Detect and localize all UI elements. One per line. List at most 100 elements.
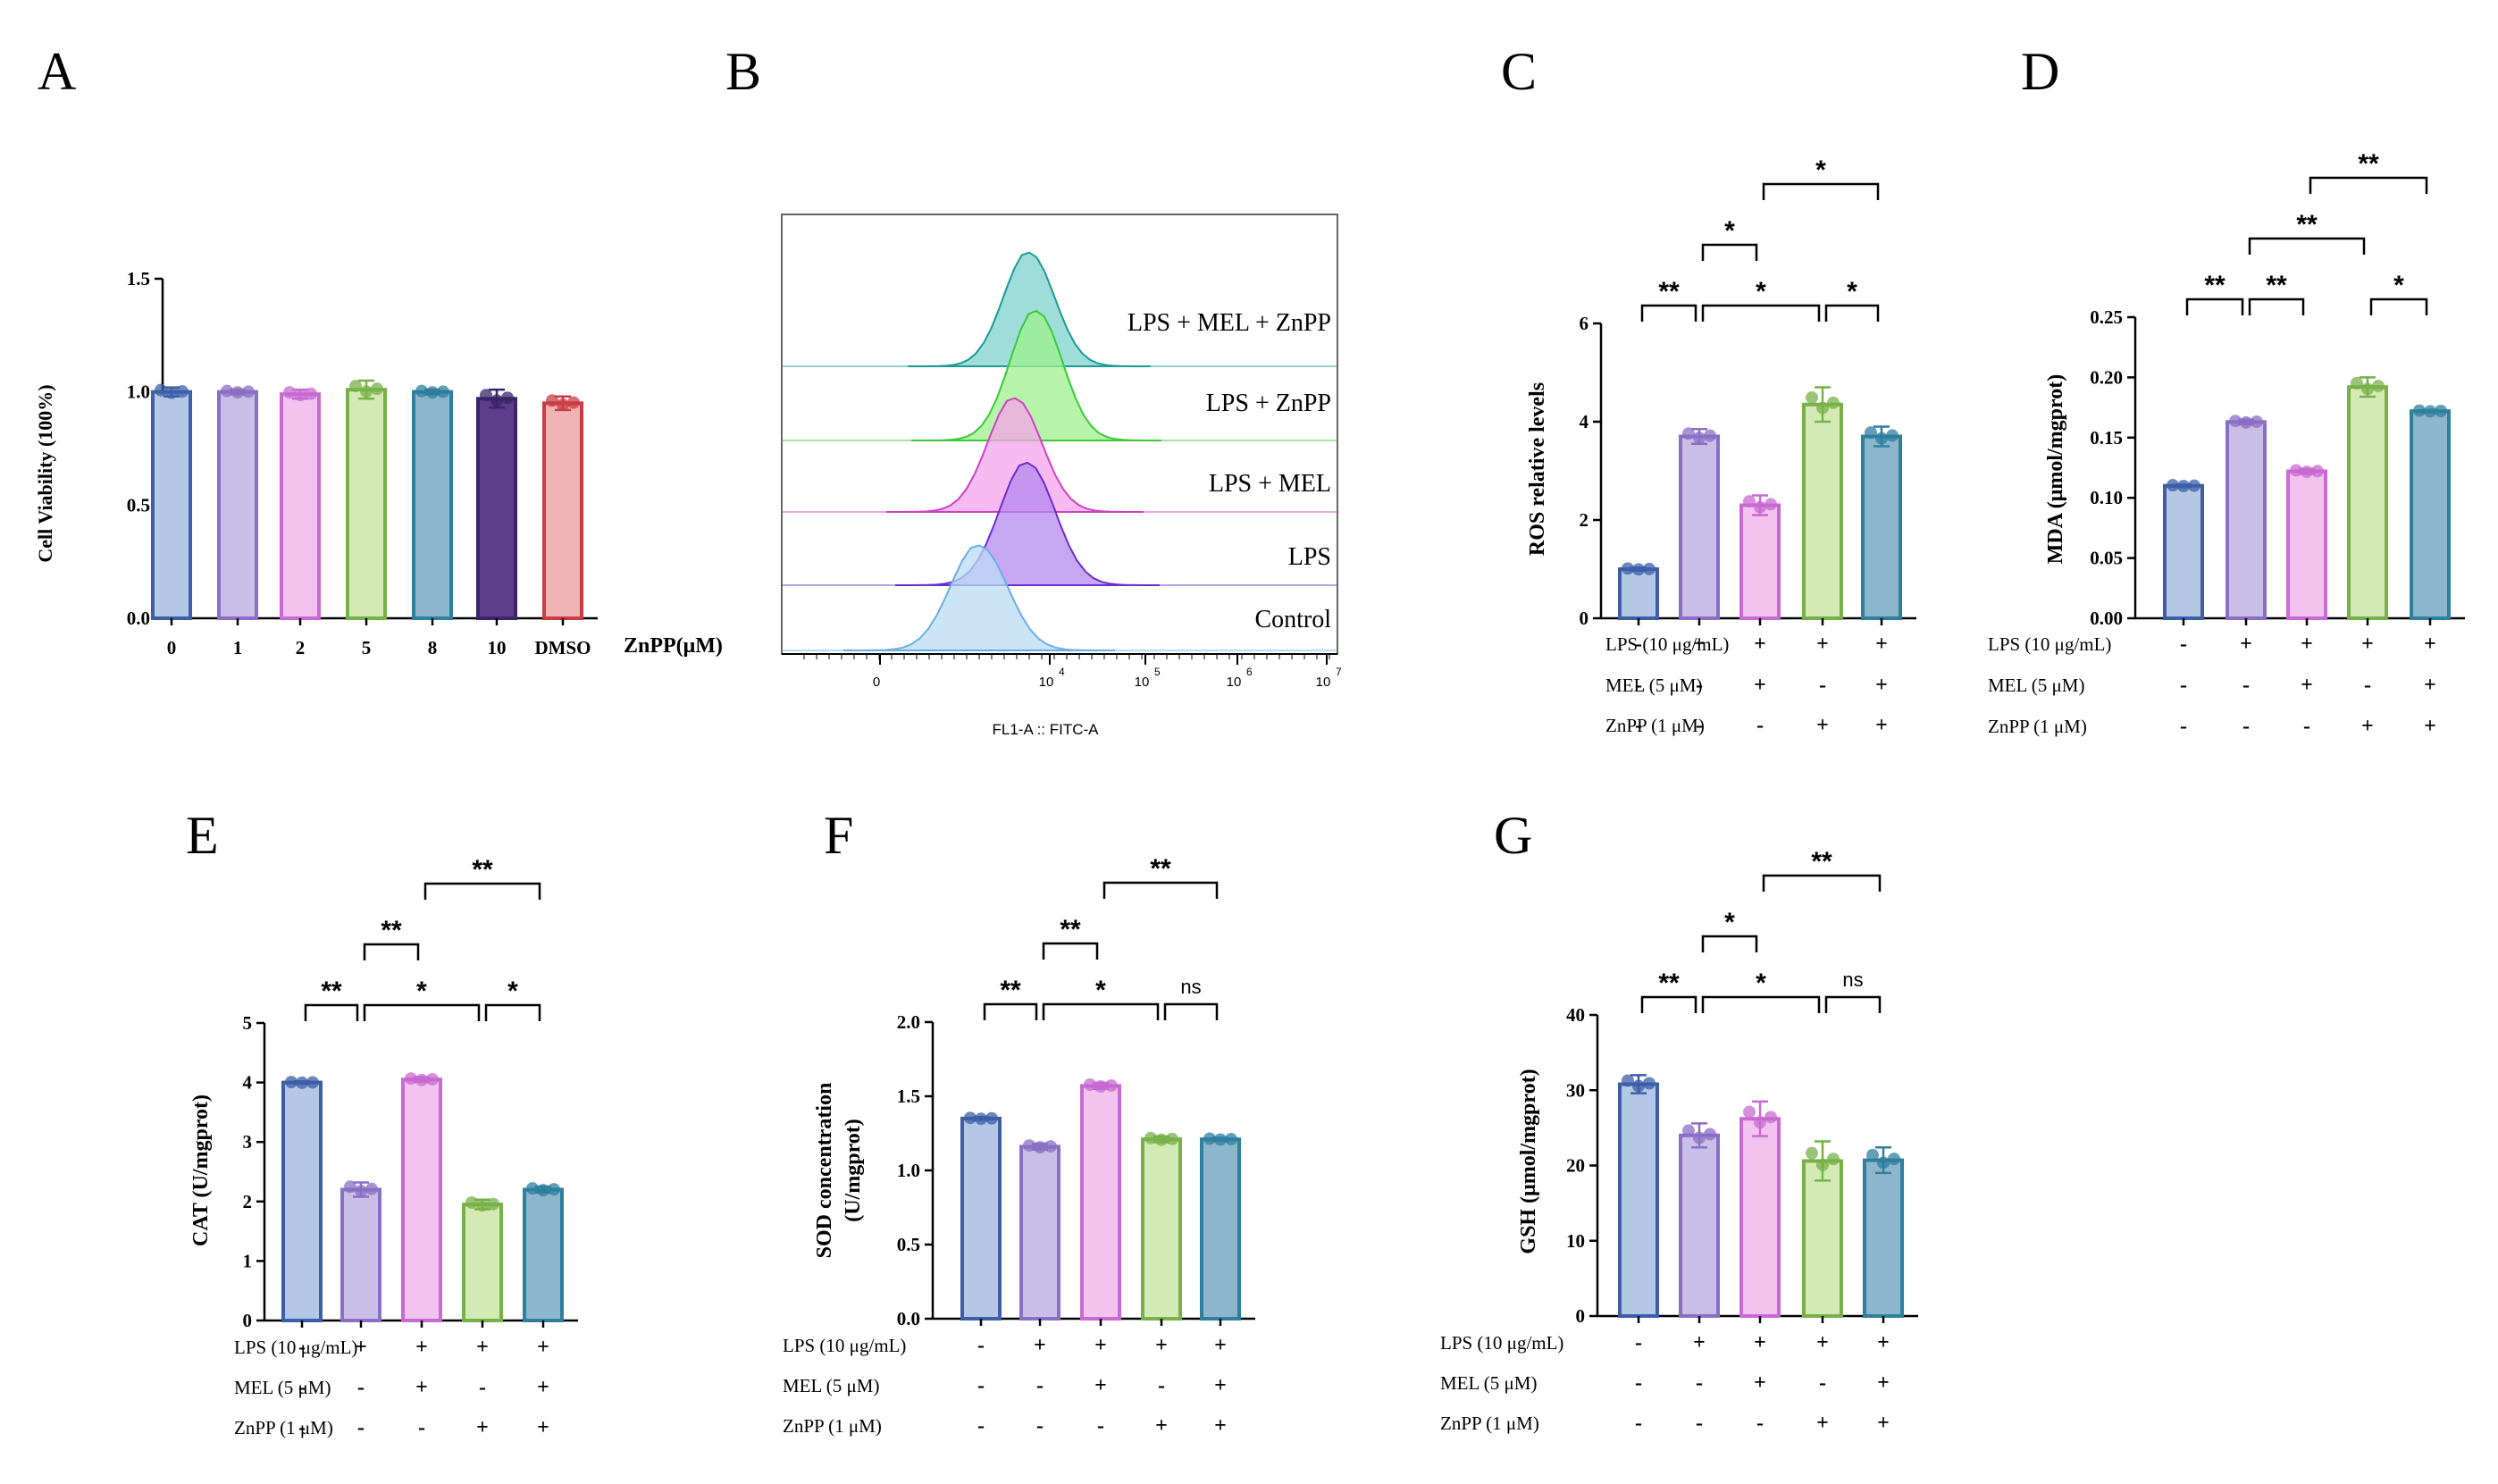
data-point — [405, 1072, 417, 1086]
data-point — [2177, 479, 2190, 492]
treatment-row-label: LPS (10 μg/mL) — [783, 1335, 906, 1356]
data-point — [221, 384, 233, 398]
bar — [1802, 1159, 1843, 1318]
treatment-sign: + — [2361, 633, 2374, 656]
y-tick-label: 0.0 — [127, 608, 150, 629]
treatment-sign: + — [1155, 1414, 1168, 1438]
significance-label: ** — [1658, 277, 1680, 306]
bar — [1739, 503, 1781, 620]
panel-letter-g: G — [1494, 806, 1532, 865]
significance-bracket — [983, 1002, 1038, 1020]
data-point — [426, 386, 439, 399]
data-point — [1827, 396, 1840, 409]
treatment-row-label: ZnPP (1 μM) — [783, 1415, 882, 1437]
significance-bracket — [1701, 935, 1758, 952]
treatment-sign: + — [1877, 1371, 1890, 1395]
data-point — [1105, 1079, 1118, 1093]
y-tick-label: 20 — [1566, 1155, 1585, 1177]
data-point — [285, 1076, 298, 1089]
significance-label: * — [1724, 908, 1735, 937]
treatment-sign: - — [2364, 674, 2371, 697]
treatment-sign: - — [1696, 1371, 1703, 1395]
bar — [1679, 1133, 1720, 1319]
significance-label: * — [1756, 277, 1766, 306]
treatment-row-label: LPS (10 μg/mL) — [234, 1337, 357, 1358]
flow-tick-label: 10 — [1039, 675, 1054, 690]
treatment-row-label: MEL (5 μM) — [783, 1375, 879, 1396]
treatment-sign: + — [1214, 1334, 1227, 1357]
treatment-sign: + — [2301, 674, 2313, 697]
y-tick-label: 1.0 — [897, 1160, 920, 1181]
y-tick-label: 0.10 — [2090, 487, 2123, 508]
data-point — [1704, 1128, 1716, 1141]
significance-label: * — [2393, 271, 2404, 300]
significance-bracket — [484, 1003, 541, 1021]
significance-label: ** — [1060, 915, 1081, 944]
trace-label: LPS + MEL — [1209, 470, 1331, 498]
significance-bracket — [423, 882, 541, 900]
treatment-sign: + — [1816, 633, 1829, 656]
data-point — [985, 1111, 998, 1125]
significance-bracket — [2309, 176, 2428, 194]
bar — [401, 1077, 442, 1323]
treatment-sign: + — [2240, 633, 2252, 656]
significance-bracket — [2248, 237, 2366, 255]
significance-label: ** — [1000, 976, 1021, 1005]
significance-label: ** — [2204, 271, 2226, 300]
treatment-sign: + — [1877, 1331, 1890, 1354]
treatment-sign: + — [2424, 633, 2436, 656]
treatment-sign: + — [1693, 633, 1706, 656]
treatment-sign: + — [1754, 1331, 1766, 1354]
treatment-sign: + — [1693, 1331, 1706, 1354]
data-point — [155, 383, 167, 397]
treatment-sign: + — [355, 1336, 367, 1359]
treatment-sign: + — [537, 1376, 549, 1399]
data-point — [1865, 426, 1877, 440]
bar — [2226, 420, 2267, 620]
data-point — [1754, 500, 1766, 514]
panel-letter-a: A — [38, 42, 76, 101]
treatment-sign: + — [1214, 1414, 1227, 1438]
treatment-sign: - — [298, 1416, 306, 1439]
treatment-sign: - — [2180, 715, 2187, 738]
data-point — [1806, 1146, 1818, 1160]
bar — [1618, 1082, 1659, 1318]
data-point — [1816, 1158, 1829, 1171]
bar — [523, 1187, 564, 1322]
data-point — [355, 1185, 367, 1198]
trace-label: LPS + MEL + ZnPP — [1127, 309, 1331, 337]
treatment-sign: - — [1819, 674, 1826, 697]
data-point — [349, 380, 362, 393]
data-point — [306, 1076, 319, 1089]
data-point — [344, 1180, 356, 1194]
treatment-sign: - — [479, 1376, 486, 1399]
treatment-sign: + — [1875, 674, 1888, 697]
treatment-sign: + — [1816, 714, 1829, 737]
data-point — [296, 1076, 308, 1089]
significance-bracket — [2185, 298, 2244, 315]
significance-bracket — [1824, 304, 1880, 322]
data-point — [1888, 1153, 1900, 1166]
trace-label: Control — [1254, 606, 1331, 633]
data-point — [365, 1182, 378, 1195]
y-tick-label: 5 — [243, 1012, 253, 1034]
data-point — [2229, 415, 2242, 428]
y-axis-label: ROS relative levels — [1526, 382, 1549, 556]
data-point — [1225, 1132, 1237, 1145]
treatment-sign: + — [537, 1336, 549, 1359]
significance-label: ns — [1180, 976, 1201, 998]
y-tick-label: 0.0 — [897, 1308, 920, 1329]
treatment-sign: - — [1635, 1331, 1642, 1354]
data-point — [1214, 1133, 1227, 1146]
treatment-sign: - — [357, 1376, 365, 1399]
bar — [476, 397, 517, 620]
bar — [1141, 1137, 1182, 1321]
data-point — [1632, 563, 1645, 576]
flow-tick-exponent: 5 — [1154, 666, 1161, 678]
significance-label: ** — [381, 916, 402, 945]
y-tick-label: 0.05 — [2090, 548, 2123, 569]
x-axis-label: ZnPP(μM) — [624, 634, 723, 658]
y-axis-label: MDA (μmol/mgprot) — [2044, 374, 2067, 564]
treatment-sign: + — [415, 1376, 428, 1399]
significance-label: ** — [2266, 271, 2287, 300]
